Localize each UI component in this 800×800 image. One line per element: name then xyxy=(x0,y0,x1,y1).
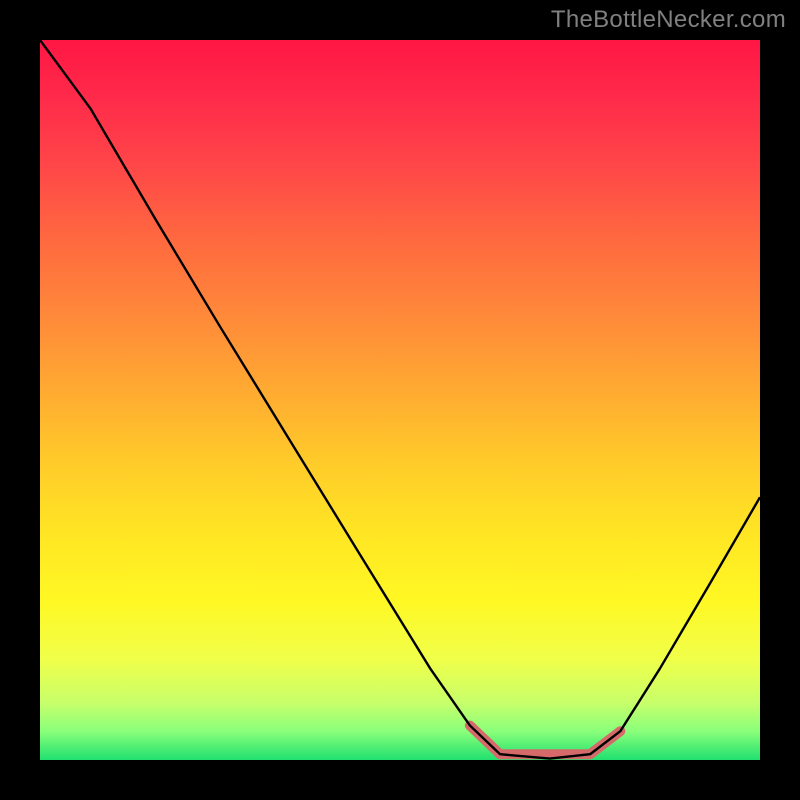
chart-background xyxy=(40,40,760,760)
attribution-text: TheBottleNecker.com xyxy=(551,6,786,34)
chart-container: TheBottleNecker.com xyxy=(0,0,800,800)
bottleneck-chart xyxy=(0,0,800,800)
